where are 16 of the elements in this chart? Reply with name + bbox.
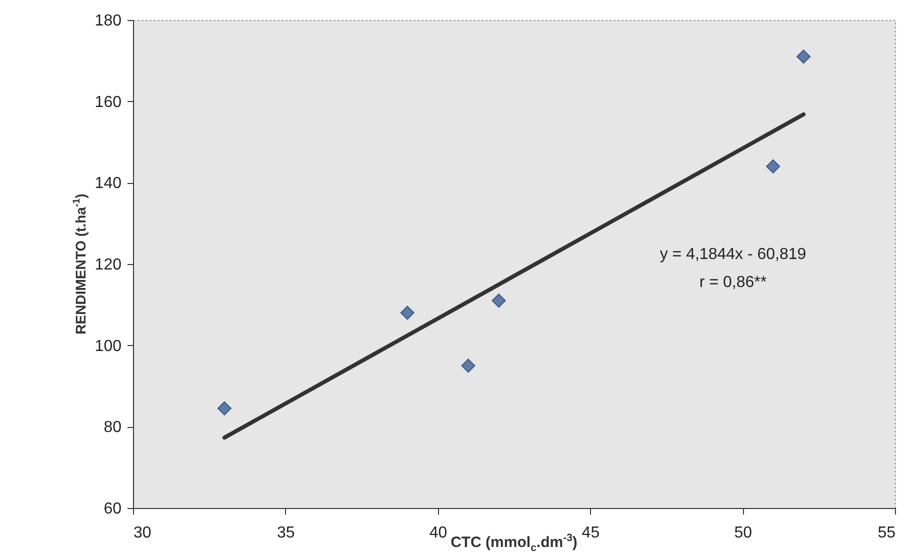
annotation: r = 0,86** [699, 274, 767, 291]
x-tick-label: 30 [134, 524, 152, 542]
y-tick-label: 160 [94, 94, 122, 111]
x-tick-label: 50 [734, 524, 752, 542]
x-tick-label: 35 [277, 524, 295, 542]
y-tick-label: 60 [104, 500, 122, 518]
y-tick-label: 120 [94, 256, 122, 274]
y-tick-label: 180 [94, 12, 122, 30]
y-tick-label: 80 [104, 419, 122, 436]
y-tick-label: 100 [94, 338, 122, 355]
x-axis-title: CTC (mmol$_{c}$.dm$^{-3}$) [450, 532, 578, 554]
x-tick-label: 55 [878, 524, 896, 542]
annotation: y = 4,1844x - 60,819 [660, 246, 806, 263]
x-tick-label: 45 [582, 524, 600, 542]
y-tick-label: 140 [94, 175, 122, 192]
x-tick-label: 40 [429, 524, 448, 542]
